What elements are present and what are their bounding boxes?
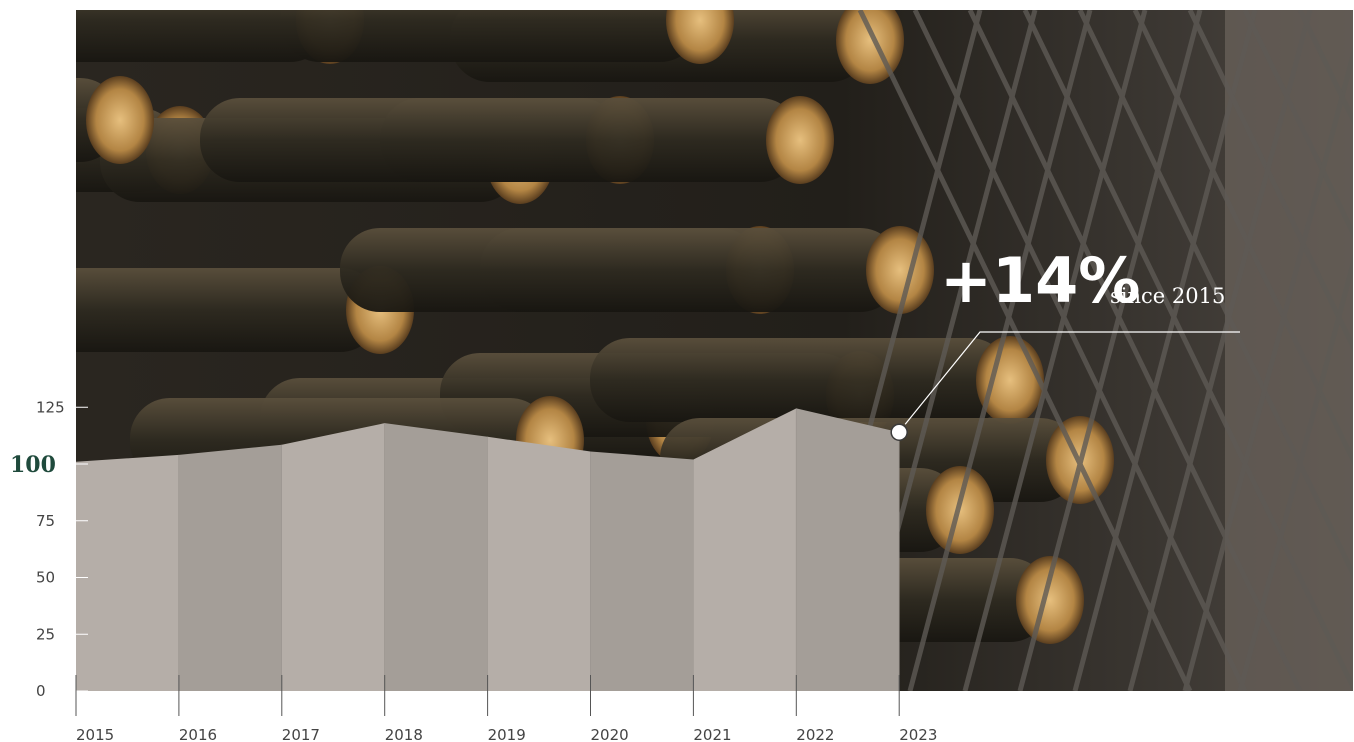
area-band-2015: [76, 454, 179, 691]
area-band-2018: [384, 423, 488, 691]
x-tick-label: 2022: [796, 726, 834, 742]
y-tick-label: 25: [36, 625, 55, 643]
y-tick-label: 75: [36, 512, 55, 530]
x-tick-label: 2020: [591, 726, 629, 742]
x-tick-label: 2015: [76, 726, 114, 742]
area-band-2020: [590, 451, 694, 691]
area-band-2016: [178, 444, 282, 691]
y-tick-label: 125: [36, 398, 65, 416]
area-band-2021: [693, 408, 797, 691]
x-axis: 2015 2016 2017 2018 2019 2020 2021 2022 2023: [75, 675, 937, 742]
y-axis: 0 25 50 75 100 125: [10, 398, 88, 700]
x-tick-label: 2018: [385, 726, 423, 742]
x-tick-label: 2016: [179, 726, 217, 742]
annotation-leader-line: [904, 331, 1240, 425]
y-tick-label: 0: [36, 682, 46, 700]
y-tick-label: 100: [10, 452, 56, 478]
y-tick-label: 50: [36, 569, 55, 587]
area-bands: [76, 408, 900, 691]
area-band-2019: [487, 436, 591, 691]
x-tick-label: 2017: [282, 726, 320, 742]
x-tick-label: 2021: [693, 726, 731, 742]
annotation: +14% since 2015: [890, 244, 1240, 441]
area-band-2017: [281, 423, 385, 691]
end-point-marker: [890, 423, 908, 441]
x-tick-label: 2019: [488, 726, 526, 742]
area-band-2022: [796, 408, 900, 691]
x-tick-label: 2023: [899, 726, 937, 742]
annotation-text: since 2015: [1110, 284, 1225, 308]
annotation-value: +14%: [940, 244, 1140, 317]
